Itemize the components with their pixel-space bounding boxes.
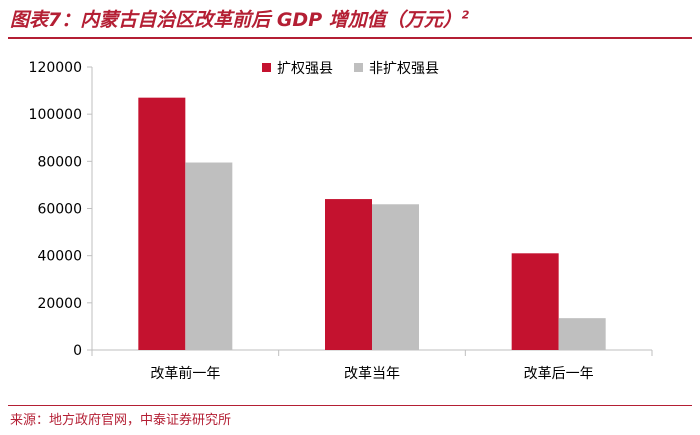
legend-swatch-1 [262,63,271,72]
title-rule [8,37,692,39]
y-tick-label: 0 [73,343,82,359]
y-axis: 0 20000 40000 60000 80000 100000 120000 [29,60,93,359]
bar-series2-2 [558,318,606,350]
source-note: 来源：地方政府官网，中泰证券研究所 [10,413,232,428]
legend: 扩权强县 非扩权强县 [262,61,439,77]
legend-swatch-2 [354,63,363,72]
legend-label-1: 扩权强县 [277,61,333,77]
y-tick-label: 60000 [37,202,82,218]
y-tick-label: 20000 [37,296,82,312]
x-category-label: 改革前一年 [150,365,220,382]
bar-series1-0 [138,97,186,351]
chart-title: 图表7：内蒙古自治区改革前后 GDP 增加值（万元）2 [10,7,690,33]
legend-label-2: 非扩权强县 [369,61,439,77]
bar-series1-2 [511,253,559,350]
chart-title-superscript: 2 [461,8,470,22]
x-axis: 改革前一年 改革当年 改革后一年 [91,349,653,382]
x-category-label: 改革后一年 [524,366,594,382]
y-tick-label: 80000 [37,154,82,170]
bar-series2-0 [185,162,233,350]
bar-series1-1 [325,199,372,350]
chart-title-text: 图表7：内蒙古自治区改革前后 GDP 增加值（万元） [10,9,462,31]
bar-series2-1 [372,204,419,350]
x-category-label: 改革当年 [344,366,400,382]
y-tick-label: 40000 [37,249,82,265]
footer-rule [8,405,692,406]
y-tick-label: 120000 [29,60,82,76]
y-tick-label: 100000 [29,107,82,123]
bars [138,97,606,351]
